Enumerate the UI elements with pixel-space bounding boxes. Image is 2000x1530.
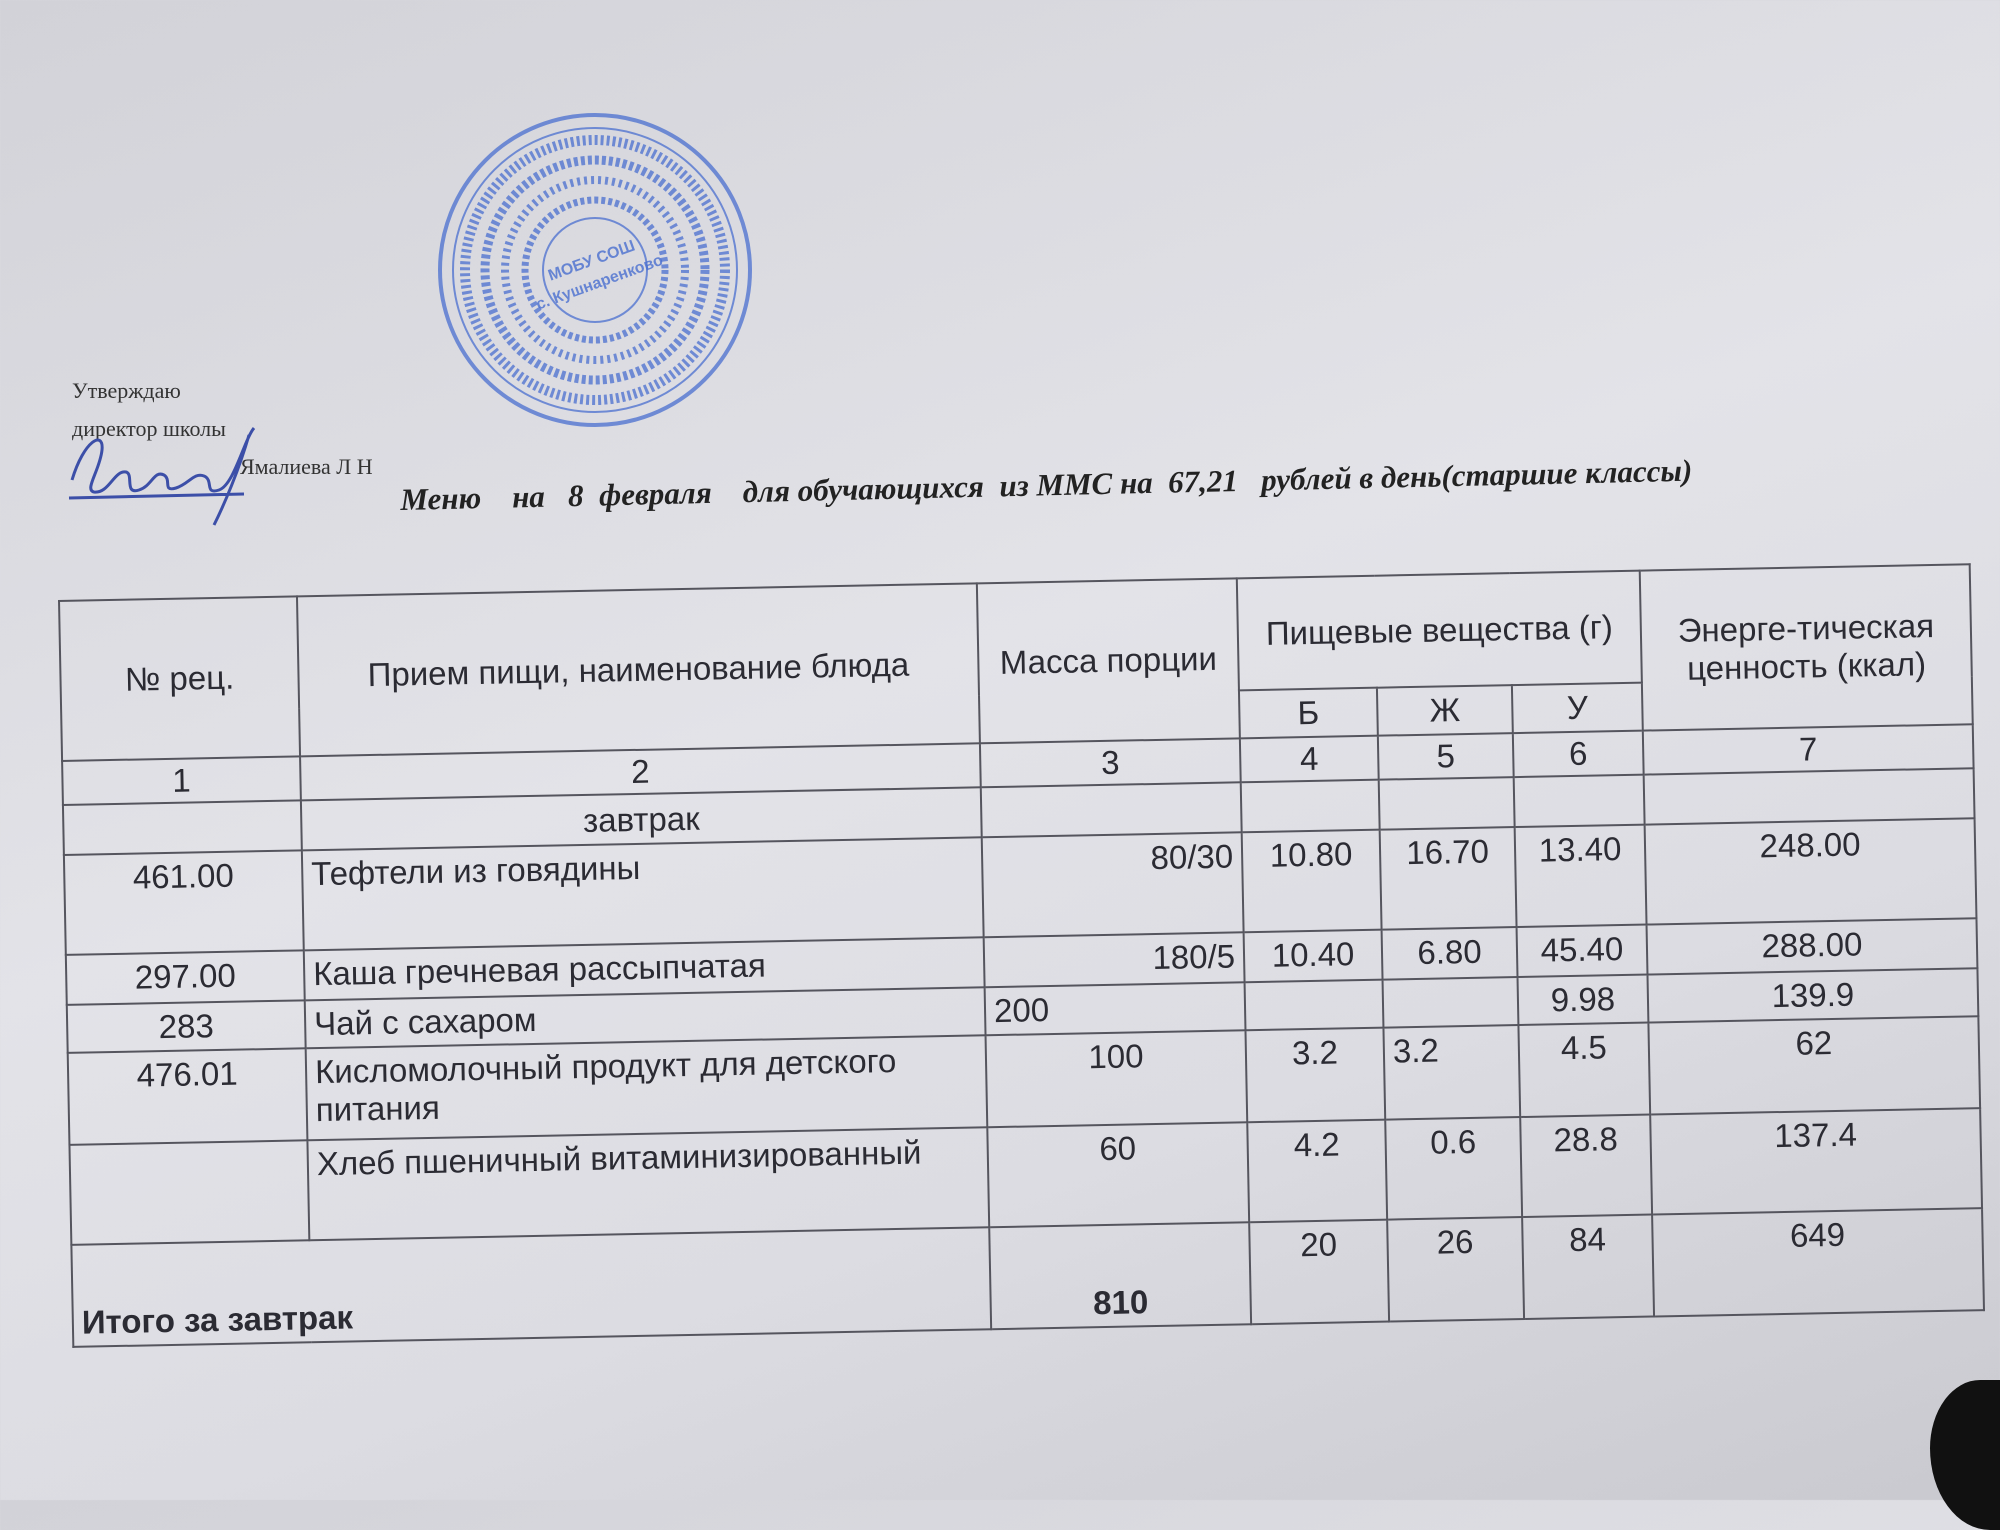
column-number: 3: [979, 738, 1241, 788]
dish-name: Тефтели из говядины: [301, 837, 984, 951]
kcal: 139.9: [1647, 968, 1979, 1023]
mass: 100: [985, 1030, 1248, 1128]
total-carbs: 84: [1522, 1214, 1655, 1319]
mass: 80/30: [981, 832, 1244, 938]
rec-no: 297.00: [65, 950, 305, 1005]
fat: 16.70: [1379, 827, 1517, 930]
protein: 10.40: [1243, 929, 1383, 983]
kcal: 248.00: [1644, 818, 1977, 925]
kcal: 288.00: [1646, 918, 1978, 975]
fat: 3.2: [1383, 1025, 1521, 1120]
total-label: Итого за завтрак: [71, 1227, 992, 1347]
document-title: Меню на 8 февраля для обучающихся из ММС…: [400, 452, 1693, 517]
carbs: 45.40: [1516, 924, 1648, 978]
rec-no: [69, 1140, 310, 1245]
header-dish: Прием пищи, наименование блюда: [296, 583, 980, 757]
column-number: 6: [1512, 730, 1644, 778]
dish-name: Хлеб пшеничный витаминизированный: [307, 1127, 990, 1241]
protein: [1244, 979, 1384, 1031]
approval-label: Утверждаю: [72, 378, 181, 403]
fat: 0.6: [1385, 1117, 1523, 1220]
total-protein: 20: [1249, 1219, 1390, 1325]
rec-no: 283: [66, 1000, 306, 1053]
header-rec-no: № рец.: [59, 596, 301, 761]
header-fat: Ж: [1376, 685, 1513, 736]
mass: 60: [987, 1122, 1250, 1228]
header-energy: Энерге-тическая ценность (ккал): [1639, 564, 1973, 731]
approval-block: Утверждаю директор школы Ямалиева Л Н: [72, 372, 373, 479]
mass: 180/5: [983, 932, 1245, 988]
column-number: 7: [1642, 724, 1974, 775]
carbs: 4.5: [1518, 1022, 1651, 1118]
fat: [1382, 977, 1519, 1028]
approval-position: директор школы: [72, 416, 226, 441]
total-kcal: 649: [1652, 1208, 1984, 1317]
total-fat: 26: [1387, 1217, 1525, 1322]
fat: 6.80: [1381, 927, 1518, 980]
carbs: 28.8: [1520, 1114, 1653, 1218]
dark-object-corner: [1930, 1380, 2000, 1530]
protein: 3.2: [1245, 1027, 1386, 1123]
rec-no: 476.01: [67, 1048, 308, 1145]
column-number: 4: [1239, 735, 1379, 783]
header-carbs: У: [1511, 682, 1643, 734]
carbs: 13.40: [1514, 824, 1647, 928]
approval-name: Ямалиева Л Н: [240, 454, 373, 479]
signature: [68, 427, 256, 526]
dish-name: Кисломолочный продукт для детского питан…: [305, 1035, 988, 1141]
rec-no: 461.00: [63, 850, 304, 955]
protein: 4.2: [1247, 1119, 1388, 1223]
kcal: 62: [1648, 1016, 1981, 1115]
kcal: 137.4: [1650, 1108, 1983, 1215]
total-mass: 810: [989, 1222, 1252, 1330]
mass: 200: [984, 982, 1246, 1036]
column-number: 5: [1377, 733, 1514, 780]
menu-table-container: № рец. Прием пищи, наименование блюда Ма…: [58, 563, 1985, 1348]
header-nutrients: Пищевые вещества (г): [1236, 570, 1642, 691]
column-number: 1: [62, 756, 301, 805]
header-mass: Масса порции: [976, 578, 1240, 744]
menu-table: № рец. Прием пищи, наименование блюда Ма…: [58, 563, 1985, 1348]
carbs: 9.98: [1517, 974, 1649, 1026]
protein: 10.80: [1241, 829, 1382, 933]
header-protein: Б: [1238, 687, 1378, 739]
stamp: МОБУ СОШ с. Кушнаренково: [438, 113, 752, 427]
